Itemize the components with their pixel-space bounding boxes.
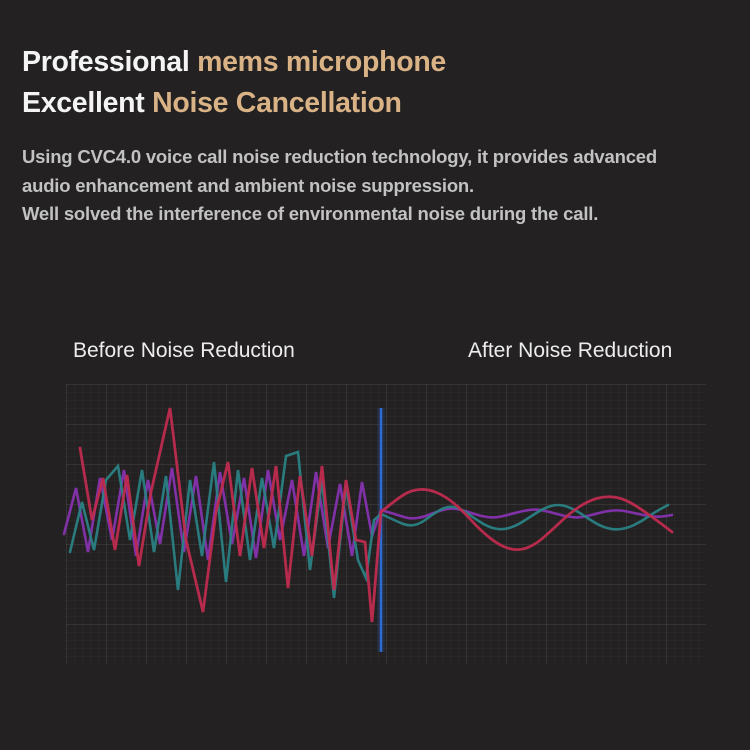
page-title: Professional mems microphone Excellent N… bbox=[22, 42, 446, 124]
title-line2-white: Excellent bbox=[22, 87, 153, 119]
description-line: Well solved the interference of environm… bbox=[22, 203, 599, 224]
title-line1-accent: mems microphone bbox=[197, 46, 446, 78]
title-line-2: Excellent Noise Cancellation bbox=[22, 83, 446, 124]
description-line: Using CVC4.0 voice call noise reduction … bbox=[22, 146, 657, 167]
wave-red-before bbox=[78, 407, 383, 623]
description-text: Using CVC4.0 voice call noise reduction … bbox=[22, 143, 657, 229]
wave-teal-after bbox=[379, 503, 670, 531]
before-noise-reduction-label: Before Noise Reduction bbox=[73, 339, 295, 362]
wave-red-after bbox=[379, 488, 674, 552]
wave-purple-after bbox=[379, 507, 674, 520]
title-line-1: Professional mems microphone bbox=[22, 42, 446, 83]
title-line2-accent: Noise Cancellation bbox=[152, 87, 402, 119]
after-noise-reduction-label: After Noise Reduction bbox=[468, 339, 673, 362]
title-line1-white: Professional bbox=[22, 46, 198, 78]
wave-purple-before bbox=[62, 467, 383, 561]
description-line: audio enhancement and ambient noise supp… bbox=[22, 174, 474, 196]
